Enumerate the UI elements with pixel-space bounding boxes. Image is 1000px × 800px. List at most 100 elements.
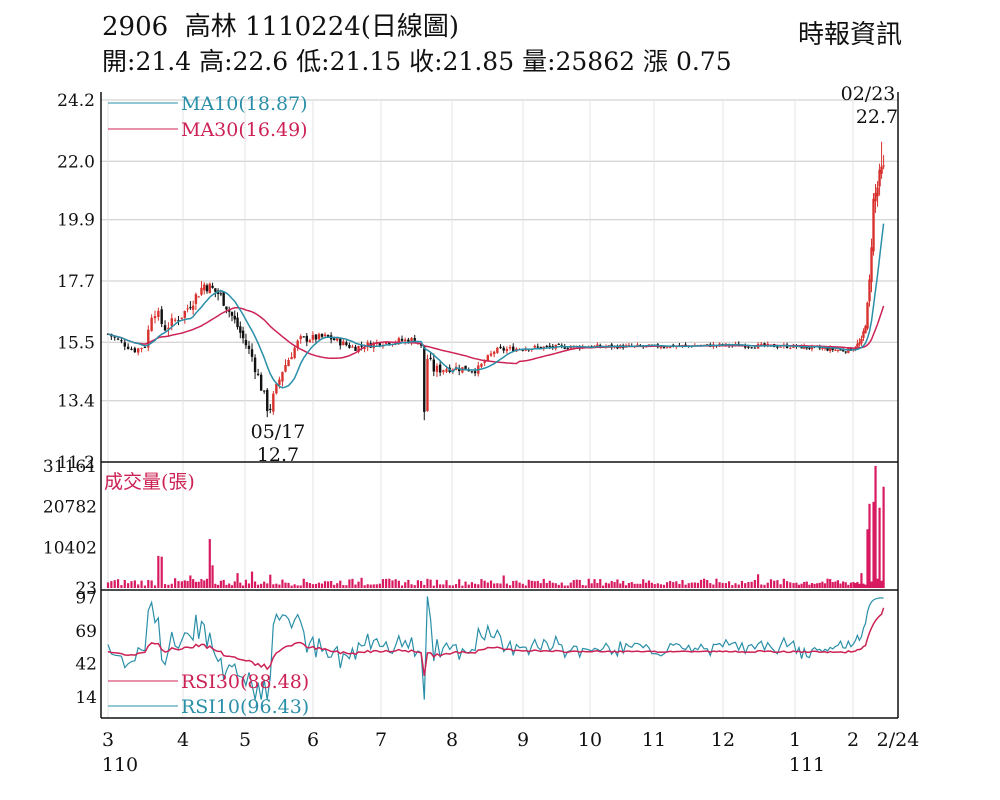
- volume-value: 25862: [555, 47, 636, 76]
- volume-bar: [721, 582, 724, 588]
- volume-bar: [186, 581, 189, 588]
- volume-bar: [866, 529, 869, 588]
- volume-bar: [706, 579, 709, 588]
- volume-tick-label: 10402: [43, 538, 97, 558]
- volume-bar: [821, 581, 824, 588]
- candle-body: [281, 371, 284, 382]
- volume-bar: [217, 584, 220, 588]
- chart-title: 2906 高林 1110224(日線圖): [102, 6, 459, 43]
- volume-bar: [200, 579, 203, 588]
- candle-body: [323, 334, 327, 337]
- candle-body: [113, 336, 116, 338]
- volume-bar: [639, 583, 642, 588]
- volume-bar: [314, 583, 318, 588]
- rsi30-line: [107, 607, 885, 676]
- volume-bar: [493, 583, 496, 588]
- candle-body: [228, 309, 231, 312]
- candle-body: [496, 347, 499, 353]
- volume-bar: [578, 579, 581, 588]
- rsi10-legend: RSI10(96.43): [181, 696, 309, 718]
- candle-body: [173, 319, 177, 321]
- candle-body: [203, 284, 206, 291]
- volume-bar: [624, 585, 628, 588]
- x-tick-label: 8: [446, 729, 458, 751]
- candle-body: [332, 338, 336, 341]
- chart-labels: 24.222.019.917.715.513.411.2311612078210…: [43, 83, 919, 776]
- candle-body: [834, 349, 837, 351]
- price-tick-label: 13.4: [57, 392, 95, 412]
- candle-body: [287, 360, 290, 367]
- volume-bar: [551, 582, 554, 588]
- volume-bar: [225, 584, 228, 588]
- candle-body: [841, 350, 845, 352]
- volume-bar: [596, 582, 599, 588]
- volume-bar: [533, 581, 536, 588]
- volume-bar: [808, 584, 811, 588]
- volume-bar: [253, 581, 257, 588]
- volume-bar: [829, 579, 832, 588]
- candle-body: [388, 342, 391, 345]
- candle-body: [225, 306, 228, 310]
- volume-bar: [236, 573, 239, 588]
- volume-bar: [842, 581, 845, 588]
- volume-bar: [150, 580, 153, 588]
- candle-body: [400, 338, 404, 341]
- volume-bar: [120, 585, 123, 588]
- volume-bar: [203, 580, 206, 588]
- volume-bar: [610, 581, 613, 588]
- volume-bar: [263, 581, 266, 588]
- volume-bar: [410, 584, 413, 588]
- volume-bar: [834, 581, 837, 588]
- volume-bar: [880, 580, 883, 588]
- stock-name: 高林: [184, 12, 237, 42]
- x-tick-label: 6: [307, 729, 319, 751]
- volume-bar: [305, 582, 308, 588]
- volume-bar: [388, 578, 391, 588]
- volume-bar: [656, 583, 659, 588]
- candle-body: [872, 198, 875, 252]
- volume-bar: [515, 580, 518, 588]
- volume-bar: [872, 501, 875, 588]
- candle-body: [272, 393, 275, 412]
- candle-body: [844, 351, 847, 353]
- volume-bar: [681, 579, 684, 588]
- volume-bar: [665, 582, 669, 588]
- candle-body: [250, 349, 254, 357]
- candle-body: [278, 379, 281, 385]
- volume-bar: [247, 583, 251, 588]
- candle-body: [548, 345, 551, 347]
- candle-body: [236, 317, 239, 328]
- candle-body: [354, 346, 357, 351]
- candle-body: [191, 305, 195, 310]
- volume-bar: [604, 582, 608, 588]
- candle-body: [194, 294, 198, 304]
- volume-bar: [354, 584, 357, 588]
- volume-bar: [868, 503, 871, 588]
- volume-bar: [805, 581, 808, 588]
- price-tick-label: 19.9: [57, 211, 95, 231]
- candle-body: [557, 343, 560, 345]
- candle-body: [882, 165, 885, 167]
- volume-bar: [776, 580, 779, 588]
- ma10-line: [107, 223, 885, 389]
- volume-bar: [622, 580, 625, 588]
- x-tick-label: 10: [578, 729, 602, 751]
- volume-bar: [734, 583, 737, 588]
- volume-bar: [147, 580, 150, 588]
- candle-body: [760, 343, 763, 345]
- candle-body: [153, 316, 157, 319]
- volume-bar: [795, 582, 798, 588]
- price-tick-label: 22.0: [57, 152, 95, 172]
- volume-bar: [858, 583, 861, 588]
- volume-bar: [753, 579, 756, 588]
- volume-bar: [339, 580, 342, 588]
- candle-body: [856, 343, 859, 348]
- volume-bar: [180, 581, 183, 588]
- volume-bar: [616, 579, 619, 588]
- volume-bar: [642, 579, 645, 588]
- x-tick-label: 3: [102, 729, 114, 751]
- volume-bar: [230, 585, 234, 588]
- volume-bar: [293, 584, 296, 588]
- volume-bar: [536, 580, 539, 588]
